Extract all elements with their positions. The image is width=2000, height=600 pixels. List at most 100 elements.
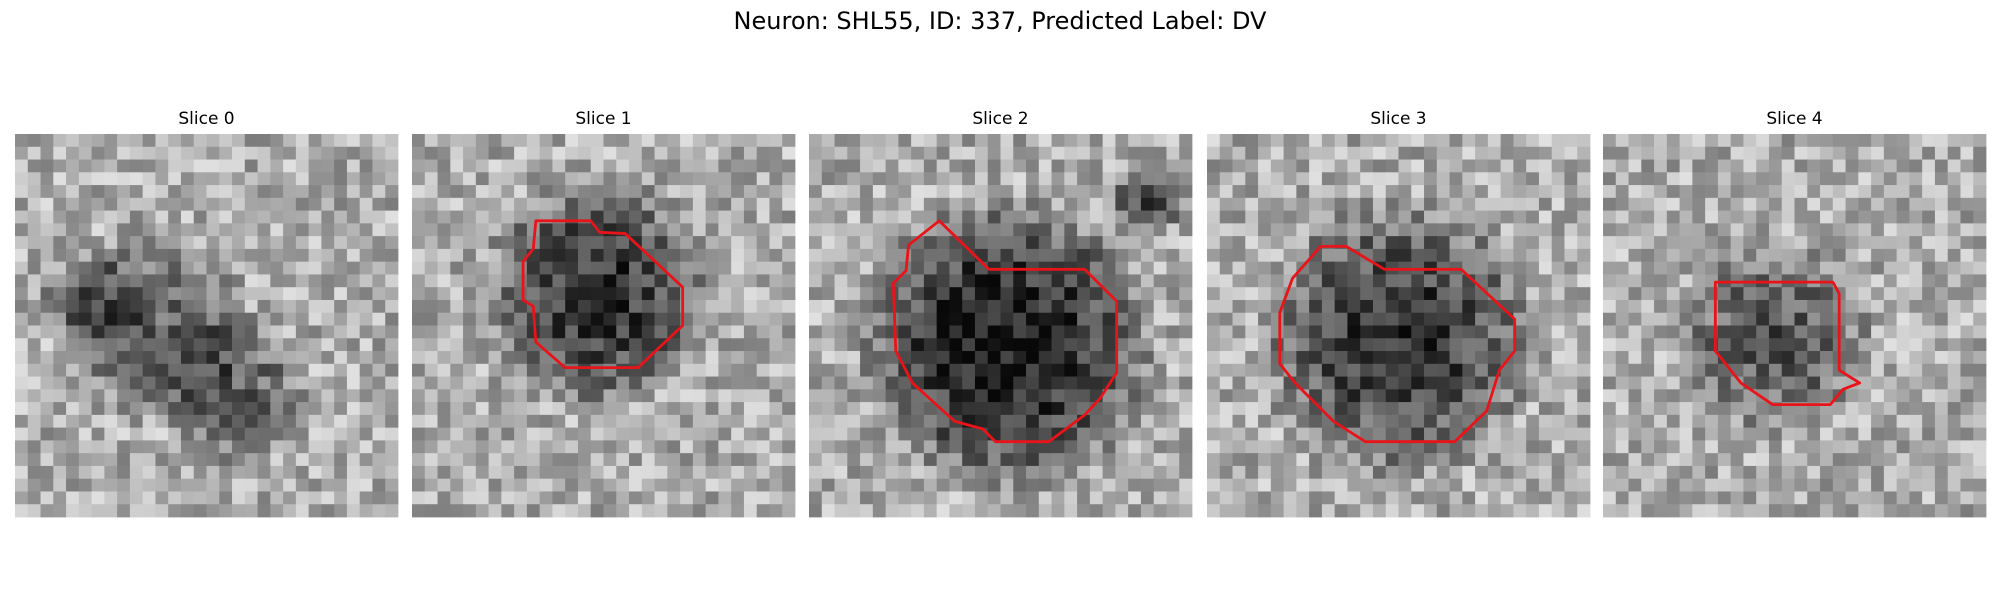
pixel <box>1922 325 1936 339</box>
pixel <box>1153 465 1167 480</box>
pixel <box>1564 453 1578 467</box>
pixel <box>1283 325 1297 339</box>
pixel <box>1038 453 1052 467</box>
pixel <box>1372 159 1387 173</box>
pixel <box>962 223 976 237</box>
pixel <box>514 299 528 314</box>
pixel <box>1347 465 1361 480</box>
pixel <box>193 223 207 237</box>
pixel <box>412 414 426 429</box>
pixel <box>590 440 604 454</box>
pixel <box>526 172 541 186</box>
pixel <box>539 134 553 148</box>
pixel <box>1896 414 1910 429</box>
pixel <box>552 478 566 492</box>
pixel <box>129 210 144 224</box>
pixel <box>412 299 426 314</box>
pixel <box>385 299 399 314</box>
pixel <box>552 172 566 186</box>
pixel <box>577 363 592 377</box>
pixel <box>743 159 758 173</box>
pixel <box>1424 299 1438 314</box>
pixel <box>1922 465 1936 480</box>
pixel <box>1360 197 1374 211</box>
pixel <box>104 287 118 301</box>
pixel <box>539 287 553 301</box>
pixel <box>1603 453 1617 467</box>
pixel <box>1128 261 1142 275</box>
pixel <box>680 197 694 211</box>
pixel <box>412 351 426 365</box>
pixel <box>577 299 592 314</box>
pixel <box>847 248 861 263</box>
pixel <box>1411 312 1425 326</box>
pixel <box>1398 402 1412 416</box>
pixel <box>1513 299 1527 314</box>
pixel <box>437 287 451 301</box>
pixel <box>1960 453 1974 467</box>
pixel <box>1089 325 1104 339</box>
pixel <box>270 440 284 454</box>
pixel <box>1270 274 1284 288</box>
pixel <box>232 351 246 365</box>
pixel <box>1372 491 1387 505</box>
pixel <box>1051 274 1065 288</box>
pixel <box>1807 440 1821 454</box>
pixel <box>847 376 861 390</box>
pixel <box>809 236 823 250</box>
pixel <box>809 274 823 288</box>
pixel <box>1666 338 1680 352</box>
pixel <box>1564 287 1578 301</box>
pixel <box>1321 338 1336 352</box>
pixel <box>1781 376 1795 390</box>
pixel <box>1973 389 1987 403</box>
pixel <box>206 159 220 173</box>
pixel <box>1909 363 1923 377</box>
pixel <box>1245 351 1259 365</box>
pixel <box>1089 351 1104 365</box>
pixel <box>1820 478 1834 492</box>
pixel <box>987 159 1001 173</box>
pixel <box>129 504 144 518</box>
pixel <box>1973 236 1987 250</box>
pixel <box>1038 427 1052 441</box>
pixel <box>40 504 54 518</box>
pixel <box>501 236 515 250</box>
pixel <box>1385 312 1399 326</box>
pixel <box>412 453 426 467</box>
pixel <box>1781 465 1795 480</box>
pixel <box>847 414 861 429</box>
pixel <box>1140 325 1155 339</box>
pixel <box>257 197 271 211</box>
pixel <box>1960 185 1974 199</box>
pixel <box>898 427 912 441</box>
pixel <box>1398 427 1412 441</box>
pixel <box>424 453 438 467</box>
pixel <box>1756 453 1770 467</box>
pixel <box>1603 376 1617 390</box>
pixel <box>1692 478 1706 492</box>
pixel <box>1013 402 1027 416</box>
pixel <box>1896 236 1910 250</box>
pixel <box>1820 248 1834 263</box>
pixel <box>1666 172 1680 186</box>
pixel <box>78 236 92 250</box>
pixel <box>412 338 426 352</box>
pixel <box>1858 134 1872 148</box>
pixel <box>40 299 54 314</box>
pixel <box>1398 478 1412 492</box>
pixel <box>692 325 707 339</box>
pixel <box>346 491 361 505</box>
pixel <box>1179 223 1193 237</box>
pixel <box>667 146 681 160</box>
pixel <box>257 504 271 518</box>
pixel <box>1922 299 1936 314</box>
pixel <box>577 376 592 390</box>
pixel <box>1013 172 1027 186</box>
pixel <box>15 440 29 454</box>
pixel <box>1140 159 1155 173</box>
pixel <box>680 172 694 186</box>
pixel <box>1628 491 1642 505</box>
pixel <box>1615 465 1629 480</box>
pixel <box>244 325 258 339</box>
